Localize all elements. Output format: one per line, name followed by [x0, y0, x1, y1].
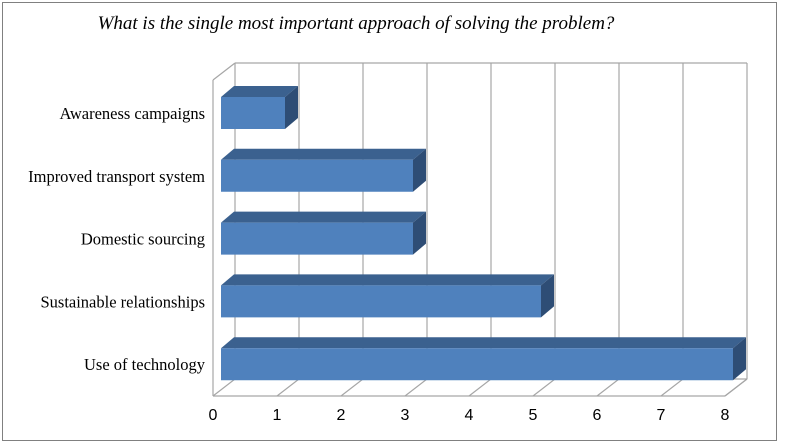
bar-side-face: [541, 274, 554, 318]
bar-improved-transport-system: [221, 148, 426, 192]
x-tick-label-0: 0: [209, 407, 218, 424]
bar-side-face: [285, 86, 298, 129]
bar-front-face: [221, 285, 541, 318]
floor-gridline-connector-7: [660, 378, 684, 397]
bar-top-face: [221, 86, 298, 97]
floor-gridline-connector-0: [212, 378, 236, 397]
bar-use-of-technology: [221, 337, 746, 381]
bar-side-face: [733, 337, 746, 381]
floor-right-edge: [724, 378, 748, 397]
bar-side-face: [413, 148, 426, 192]
floor-gridline-connector-6: [596, 378, 620, 397]
bar-top-face: [221, 211, 426, 223]
x-tick-label-2: 2: [337, 407, 346, 424]
bar-side-face: [413, 211, 426, 255]
floor-gridline-connector-4: [468, 378, 492, 397]
x-tick-label-4: 4: [465, 407, 474, 424]
floor-gridline-connector-2: [340, 378, 364, 397]
x-tick-label-5: 5: [529, 407, 538, 424]
chart-title: What is the single most important approa…: [97, 13, 615, 34]
x-tick-label-3: 3: [401, 407, 410, 424]
bar-sustainable-relationships: [221, 274, 554, 318]
floor-gridline-connector-1: [276, 378, 300, 397]
x-tick-label-1: 1: [273, 407, 282, 424]
x-tick-label-8: 8: [721, 407, 730, 424]
left-wall-top-edge: [212, 62, 236, 81]
bar-front-face: [221, 159, 413, 192]
category-label-sustainable-relationships: Sustainable relationships: [40, 292, 205, 311]
bar-domestic-sourcing: [221, 211, 426, 255]
x-tick-label-7: 7: [657, 407, 666, 424]
category-label-domestic-sourcing: Domestic sourcing: [81, 230, 205, 249]
bar-top-face: [221, 148, 426, 160]
category-label-awareness-campaigns: Awareness campaigns: [59, 104, 205, 123]
floor-gridline-connector-5: [532, 378, 556, 397]
bar-awareness-campaigns: [221, 86, 298, 129]
bar-top-face: [221, 274, 554, 286]
bar-front-face: [221, 97, 285, 129]
bar-front-face: [221, 222, 413, 255]
floor-gridline-connector-3: [404, 378, 428, 397]
category-label-improved-transport-system: Improved transport system: [28, 167, 205, 186]
x-tick-label-6: 6: [593, 407, 602, 424]
category-label-use-of-technology: Use of technology: [84, 355, 206, 374]
bar-top-face: [221, 337, 746, 349]
bar-front-face: [221, 348, 733, 381]
